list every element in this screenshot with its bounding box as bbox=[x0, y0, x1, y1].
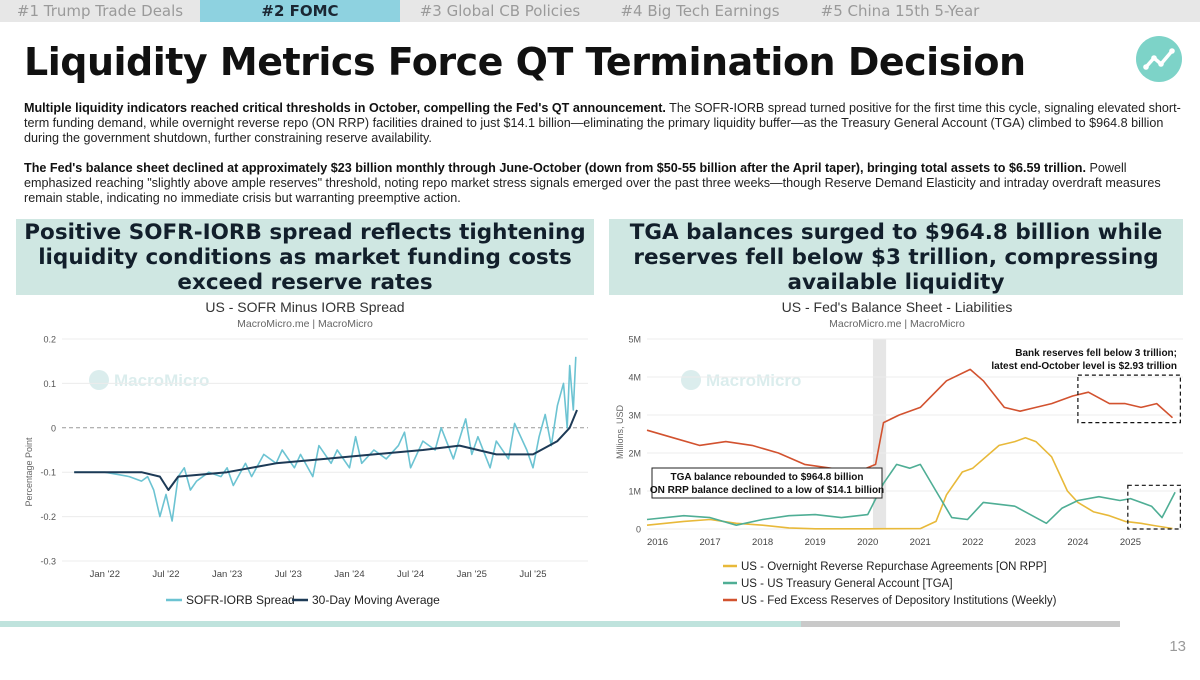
y-tick-label: 1M bbox=[628, 487, 641, 497]
highlight-box-2 bbox=[1127, 484, 1181, 530]
legend-label-ma: 30-Day Moving Average bbox=[312, 593, 440, 607]
watermark-logo-icon bbox=[89, 370, 109, 390]
y-tick-label: 4M bbox=[628, 373, 641, 383]
annotation-tga-line-2: ON RRP balance declined to a low of $14.… bbox=[650, 485, 884, 496]
annotation-tga-line-1: TGA balance rebounded to $964.8 billion bbox=[671, 472, 864, 483]
series-line-1 bbox=[646, 437, 1173, 530]
trend-chart-icon bbox=[1136, 36, 1182, 82]
tab-trump-trade-deals[interactable]: #1 Trump Trade Deals bbox=[16, 2, 184, 20]
page-title: Liquidity Metrics Force QT Termination D… bbox=[24, 40, 1026, 84]
deck-progress-bar bbox=[0, 621, 1120, 627]
chart-legend: US - Overnight Reverse Repurchase Agreem… bbox=[723, 561, 1057, 607]
annotation-tga-onrrp-box bbox=[651, 467, 883, 499]
deck-progress-fill bbox=[0, 621, 801, 627]
watermark-logo-icon bbox=[681, 370, 701, 390]
chart-legend: SOFR-IORB Spread 30-Day Moving Average bbox=[166, 593, 440, 607]
chart-title: US - Fed's Balance Sheet - Liabilities bbox=[782, 299, 1013, 315]
series-line-1 bbox=[74, 356, 577, 522]
legend-label-reserves: US - Fed Excess Reserves of Depository I… bbox=[741, 595, 1057, 607]
y-tick-label: -0.2 bbox=[40, 512, 56, 522]
x-tick-label: Jul '24 bbox=[397, 569, 424, 580]
y-tick-label: 0.1 bbox=[43, 379, 56, 389]
series-line-2 bbox=[74, 409, 578, 491]
x-tick-label: 2017 bbox=[699, 537, 720, 548]
balance-sheet-paragraph: The Fed's balance sheet declined at appr… bbox=[24, 161, 1184, 206]
y-tick-label: 3M bbox=[628, 411, 641, 421]
annotation-reserves-line-1: Bank reserves fell below 3 trillion; bbox=[1015, 348, 1177, 359]
x-tick-label: 2019 bbox=[805, 537, 826, 548]
y-tick-label: -0.3 bbox=[40, 557, 56, 567]
intro-paragraph: Multiple liquidity indicators reached cr… bbox=[24, 101, 1184, 146]
x-tick-label: 2025 bbox=[1120, 537, 1141, 548]
sofr-iorb-chart: US - SOFR Minus IORB Spread MacroMicro.m… bbox=[24, 299, 588, 607]
watermark-text: MacroMicro bbox=[706, 371, 801, 390]
watermark: MacroMicro bbox=[681, 370, 801, 390]
y-tick-label: 0.2 bbox=[43, 335, 56, 345]
annotation-tga-onrrp: TGA balance rebounded to $964.8 billion … bbox=[650, 467, 884, 499]
tab-global-cb-policies[interactable]: #3 Global CB Policies bbox=[419, 2, 581, 20]
y-tick-label: 2M bbox=[628, 449, 641, 459]
intro-paragraph-body: The SOFR-IORB spread turned positive for… bbox=[24, 101, 1181, 145]
fed-liabilities-chart: US - Fed's Balance Sheet - Liabilities M… bbox=[615, 299, 1183, 607]
y-tick-label: 5M bbox=[628, 335, 641, 345]
x-tick-label: Jul '22 bbox=[152, 569, 179, 580]
y-axis-label: Millions, USD bbox=[615, 404, 625, 459]
x-tick-label: Jan '23 bbox=[212, 569, 242, 580]
legend-label-onrrp: US - Overnight Reverse Repurchase Agreem… bbox=[741, 561, 1047, 573]
x-tick-label: Jul '23 bbox=[275, 569, 302, 580]
balance-sheet-paragraph-body: Powell emphasized reaching "slightly abo… bbox=[24, 161, 1161, 205]
chart-title: US - SOFR Minus IORB Spread bbox=[205, 299, 404, 315]
x-tick-label: Jan '22 bbox=[90, 569, 120, 580]
series-line-2 bbox=[646, 463, 1176, 526]
tab-china-5-year[interactable]: #5 China 15th 5-Year bbox=[820, 2, 980, 20]
legend-label-sofr: SOFR-IORB Spread bbox=[186, 593, 295, 607]
x-tick-label: Jul '25 bbox=[519, 569, 546, 580]
y-tick-label: 0 bbox=[51, 423, 56, 433]
y-tick-label: -0.1 bbox=[40, 468, 56, 478]
tab-big-tech-earnings[interactable]: #4 Big Tech Earnings bbox=[620, 2, 780, 20]
tab-fomc[interactable]: #2 FOMC bbox=[200, 0, 400, 22]
annotation-reserves-line-2: latest end-October level is $2.93 trilli… bbox=[991, 361, 1177, 372]
x-tick-label: Jan '24 bbox=[334, 569, 364, 580]
balance-sheet-paragraph-lead: The Fed's balance sheet declined at appr… bbox=[24, 161, 1086, 175]
y-tick-label: 0 bbox=[636, 525, 641, 535]
tga-headline-banner: TGA balances surged to $964.8 billion wh… bbox=[609, 219, 1183, 295]
x-tick-label: 2018 bbox=[752, 537, 773, 548]
x-tick-label: 2024 bbox=[1067, 537, 1088, 548]
x-tick-label: 2021 bbox=[910, 537, 931, 548]
watermark: MacroMicro bbox=[89, 370, 209, 390]
x-tick-label: 2023 bbox=[1015, 537, 1036, 548]
page-number: 13 bbox=[1169, 638, 1186, 655]
x-tick-label: 2022 bbox=[962, 537, 983, 548]
watermark-text: MacroMicro bbox=[114, 371, 209, 390]
legend-label-tga: US - US Treasury General Account [TGA] bbox=[741, 578, 953, 590]
y-axis-label: Percentage Point bbox=[24, 437, 34, 507]
x-tick-label: 2020 bbox=[857, 537, 878, 548]
intro-paragraph-lead: Multiple liquidity indicators reached cr… bbox=[24, 101, 666, 115]
x-tick-label: 2016 bbox=[647, 537, 668, 548]
chart-subtitle: MacroMicro.me | MacroMicro bbox=[237, 318, 373, 330]
series-line-3 bbox=[646, 368, 1174, 473]
sofr-headline-banner: Positive SOFR-IORB spread reflects tight… bbox=[16, 219, 594, 295]
x-tick-label: Jan '25 bbox=[457, 569, 487, 580]
chart-subtitle: MacroMicro.me | MacroMicro bbox=[829, 318, 965, 330]
highlight-box-1 bbox=[1077, 374, 1181, 424]
section-tabs: #1 Trump Trade Deals #2 FOMC #3 Global C… bbox=[0, 0, 1200, 22]
annotation-reserves: Bank reserves fell below 3 trillion; lat… bbox=[991, 348, 1177, 372]
